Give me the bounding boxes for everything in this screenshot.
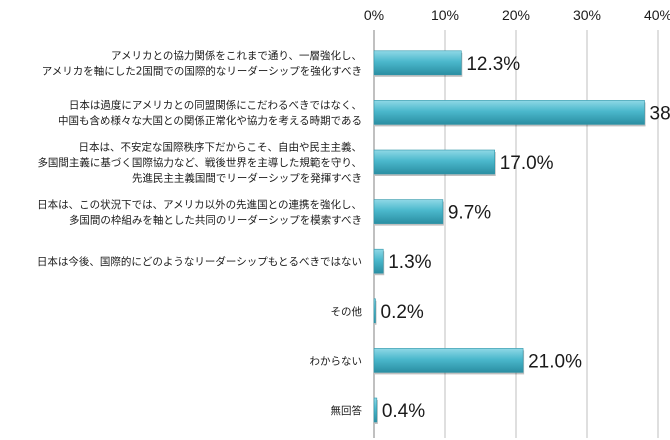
data-label: 12.3% <box>466 54 520 75</box>
category-label-line: わからない <box>310 355 363 367</box>
tick-label: 0% <box>364 7 384 23</box>
tick-label: 10% <box>431 7 459 23</box>
data-label: 17.0% <box>500 153 554 174</box>
category-label-line: 中国も含め様々な大国との関係正常化や協力を考える時期である <box>58 114 362 127</box>
category-label-line: その他 <box>331 305 363 318</box>
category-label-line: 先進民主主義国間でリーダーシップを発揮すべき <box>132 172 362 185</box>
category-label-line: 日本は、不安定な国際秩序下だからこそ、自由や民主主義、 <box>79 141 363 154</box>
category-label-line: 日本は過度にアメリカとの同盟関係にこだわるべきではなく、 <box>69 99 362 112</box>
bar <box>373 50 462 76</box>
bar <box>373 348 524 373</box>
data-label: 9.7% <box>448 203 491 224</box>
data-label: 38.1% <box>650 103 670 124</box>
bar <box>373 298 376 324</box>
category-label: 日本は過度にアメリカとの同盟関係にこだわるべきではなく、中国も含め様々な大国との… <box>58 99 362 128</box>
category-label: アメリカとの協力関係をこれまで通り、一層強化し、アメリカを軸にした2国間での国際… <box>42 49 362 78</box>
data-label: 0.2% <box>381 302 424 323</box>
data-label: 21.0% <box>528 351 582 372</box>
category-label: その他 <box>331 305 363 318</box>
category-label: わからない <box>310 355 363 367</box>
category-label-line: 多国間主義に基づく国際協力など、戦後世界を主導した規範を守り、 <box>37 156 362 169</box>
category-label-line: 日本は、この状況下では、アメリカ以外の先進国との連携を強化し、 <box>37 198 362 211</box>
category-label: 日本は、この状況下では、アメリカ以外の先進国との連携を強化し、多国間の枠組みを軸… <box>37 198 362 227</box>
tick-label: 20% <box>502 7 530 23</box>
data-label: 1.3% <box>388 252 431 273</box>
tick-label: 30% <box>573 7 601 23</box>
category-label: 日本は、不安定な国際秩序下だからこそ、自由や民主主義、多国間主義に基づく国際協力… <box>37 141 362 185</box>
category-label: 日本は今後、国際的にどのようなリーダーシップもとるべきではない <box>37 255 362 268</box>
category-label-line: 日本は今後、国際的にどのようなリーダーシップもとるべきではない <box>37 255 362 268</box>
category-label-line: アメリカとの協力関係をこれまで通り、一層強化し、 <box>111 49 362 62</box>
bar <box>373 248 384 274</box>
category-label-line: 多国間の枠組みを軸とした共同のリーダーシップを模索すべき <box>69 213 362 226</box>
bar <box>373 397 378 423</box>
bar <box>373 149 495 175</box>
category-label: 無回答 <box>331 404 363 417</box>
category-label-line: アメリカを軸にした2国間での国際的なリーダーシップを強化すべき <box>42 65 362 78</box>
category-label-line: 無回答 <box>331 404 363 417</box>
bar <box>373 100 645 125</box>
tick-label: 40% <box>644 7 670 23</box>
data-label: 0.4% <box>382 401 425 422</box>
bar <box>373 199 444 224</box>
